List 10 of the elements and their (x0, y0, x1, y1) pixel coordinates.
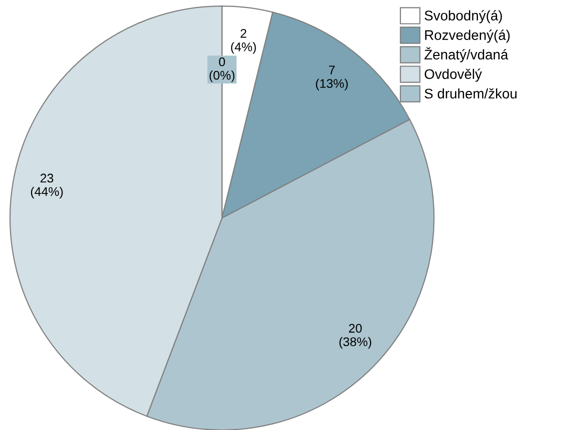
legend-label: Rozvedený(á) (425, 30, 510, 43)
legend-label: Ženatý/vdaná (424, 47, 508, 62)
data-label: 23 (44%) (30, 174, 63, 198)
legend-label: Svobodný(á) (424, 10, 502, 24)
data-label: 20 (38%) (339, 324, 372, 349)
legend-label: S druhem/žkou (424, 88, 517, 99)
text: 0 (0%) (210, 57, 234, 82)
data-label: 7 (13%) (316, 66, 348, 90)
data-label: 2 (4%) (231, 29, 256, 54)
legend-label: Ovdovělý (424, 68, 482, 82)
